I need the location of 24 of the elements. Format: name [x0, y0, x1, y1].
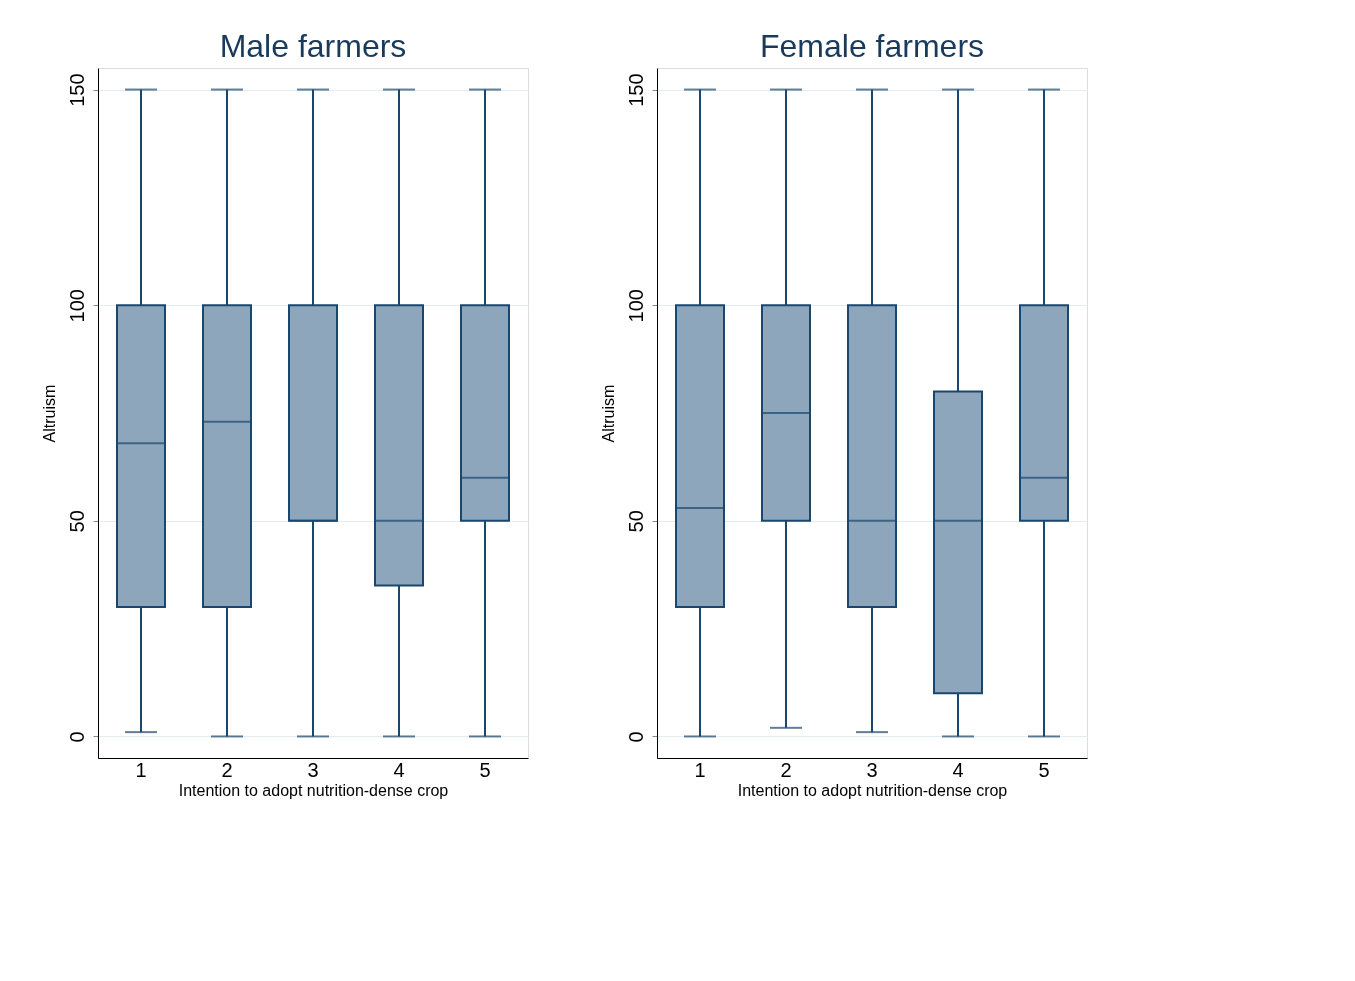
x-axis-title: Intention to adopt nutrition-dense crop: [178, 781, 449, 799]
chart-title: Male farmers: [219, 28, 407, 64]
y-axis-title: Altruism: [40, 384, 58, 443]
x-tick-label: 3: [866, 758, 878, 781]
y-tick-label: 100: [65, 289, 88, 323]
y-tick-label: 0: [624, 731, 647, 743]
x-tick-label: 1: [694, 758, 706, 781]
x-tick-label: 2: [780, 758, 792, 781]
x-axis-title: Intention to adopt nutrition-dense crop: [737, 781, 1008, 799]
y-axis-title: Altruism: [599, 384, 617, 443]
y-tick-label: 150: [624, 73, 647, 107]
x-tick-label: 4: [393, 758, 405, 781]
x-tick-label: 2: [221, 758, 233, 781]
y-tick-label: 50: [624, 510, 647, 533]
y-tick-label: 150: [65, 73, 88, 107]
y-tick-label: 50: [65, 510, 88, 533]
y-tick-label: 100: [624, 289, 647, 323]
x-tick-label: 1: [135, 758, 147, 781]
x-tick-label: 3: [307, 758, 319, 781]
x-tick-label: 5: [479, 758, 491, 781]
chart-title: Female farmers: [759, 28, 985, 64]
x-tick-label: 4: [952, 758, 964, 781]
x-tick-label: 5: [1038, 758, 1050, 781]
y-tick-label: 0: [65, 731, 88, 743]
